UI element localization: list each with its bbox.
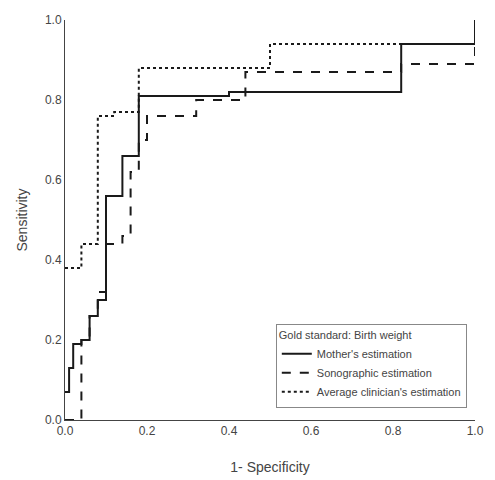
svg-text:1.0: 1.0 <box>467 424 484 438</box>
svg-text:0.4: 0.4 <box>221 424 238 438</box>
svg-text:0.0: 0.0 <box>57 424 74 438</box>
svg-text:0.4: 0.4 <box>45 253 62 267</box>
svg-text:Gold standard: Birth weight: Gold standard: Birth weight <box>279 329 412 341</box>
svg-text:Mother's estimation: Mother's estimation <box>317 348 412 360</box>
svg-text:0.8: 0.8 <box>45 93 62 107</box>
svg-text:1- Specificity: 1- Specificity <box>230 459 309 475</box>
svg-text:0.6: 0.6 <box>45 173 62 187</box>
svg-text:0.0: 0.0 <box>45 413 62 427</box>
svg-text:0.2: 0.2 <box>139 424 156 438</box>
svg-text:0.2: 0.2 <box>45 333 62 347</box>
svg-text:1.0: 1.0 <box>45 13 62 27</box>
svg-text:Sonographic estimation: Sonographic estimation <box>317 367 432 379</box>
svg-text:0.8: 0.8 <box>385 424 402 438</box>
svg-text:Sensitivity: Sensitivity <box>14 188 30 251</box>
svg-text:Average clinician's estimation: Average clinician's estimation <box>317 386 461 398</box>
svg-text:0.6: 0.6 <box>303 424 320 438</box>
